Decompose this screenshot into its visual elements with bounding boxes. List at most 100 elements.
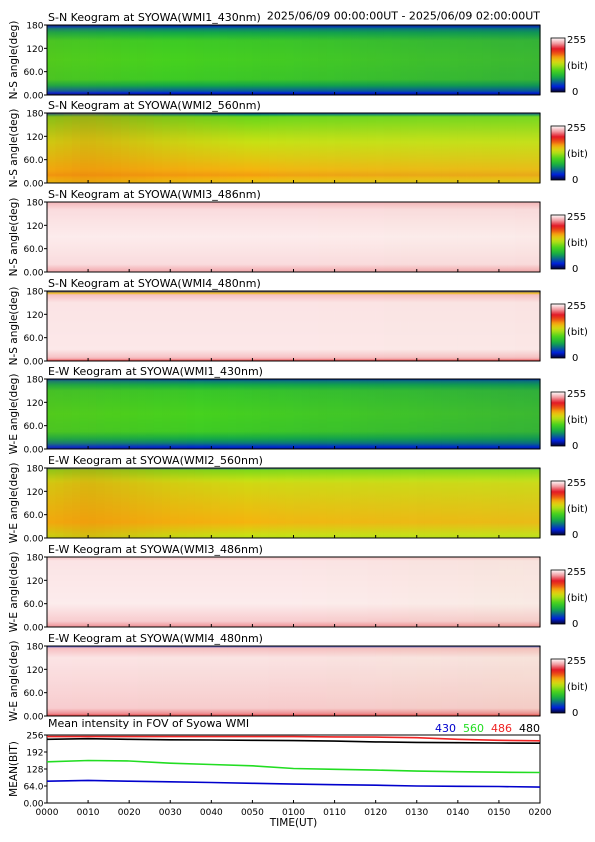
heatmap-column [153, 202, 163, 272]
heatmap-column-shade [244, 646, 253, 716]
heatmap-column [482, 202, 492, 272]
heatmap-column-shade [351, 468, 360, 538]
heatmap-column-shade [334, 379, 344, 449]
heatmap-column-shade [466, 291, 475, 361]
heatmap-column-shade [416, 113, 426, 183]
heatmap-column-shade [302, 291, 311, 361]
heatmap-column-shade [466, 25, 475, 95]
colorbar-unit-label: (bit) [567, 149, 588, 160]
x-tick-label: 0100 [282, 808, 305, 818]
heatmap-column-shade [309, 25, 319, 95]
heatmap-column [145, 113, 155, 183]
heatmap-column [359, 113, 369, 183]
heatmap-column [449, 468, 459, 538]
heatmap-column [277, 25, 286, 95]
heatmap-column-shade [400, 646, 409, 716]
heatmap-column-shade [79, 468, 89, 538]
heatmap-column [277, 113, 286, 183]
heatmap-column [260, 291, 270, 361]
heatmap-column [252, 646, 262, 716]
heatmap-column-shade [425, 557, 434, 627]
heatmap-column-shade [376, 646, 385, 716]
y-tick-label: 0.00 [23, 269, 43, 279]
keogram-panel-1: S-N Keogram at SYOWA(WMI1_430nm) 180 120 60… [8, 11, 588, 102]
heatmap-column [88, 202, 97, 272]
heatmap-column-shade [441, 113, 451, 183]
x-tick-label: 0200 [529, 808, 552, 818]
heatmap-column [285, 25, 295, 95]
heatmap-column [466, 379, 475, 449]
heatmap-column-shade [342, 468, 352, 538]
y-tick-label: 0.00 [23, 446, 43, 456]
heatmap-column-shade [335, 291, 344, 361]
heatmap-column [162, 468, 171, 538]
heatmap-column-shade [309, 113, 319, 183]
heatmap-column-shade [137, 25, 146, 95]
heatmap-column [424, 113, 434, 183]
heatmap-column-shade [515, 202, 524, 272]
heatmap-column-shade [392, 557, 401, 627]
heatmap-column [104, 202, 114, 272]
heatmap-column-shade [129, 25, 138, 95]
heatmap-column [416, 646, 426, 716]
x-tick-label: 0130 [405, 808, 428, 818]
heatmap-column [359, 646, 369, 716]
heatmap-column [79, 557, 89, 627]
heatmap-column [367, 646, 377, 716]
panel-title: E-W Keogram at SYOWA(WMI1_430nm) [48, 365, 263, 378]
heatmap-column [88, 557, 97, 627]
heatmap-column [416, 113, 426, 183]
heatmap-column-shade [310, 557, 319, 627]
y-tick-label: 120 [26, 45, 43, 55]
heatmap-column [309, 379, 319, 449]
heatmap-column [326, 557, 336, 627]
heatmap-column [375, 468, 385, 538]
heatmap-column [482, 468, 492, 538]
panel-title: S-N Keogram at SYOWA(WMI2_560nm) [48, 99, 261, 112]
heatmap-column-shade [449, 113, 459, 183]
heatmap-column [474, 291, 484, 361]
heatmap-column-shade [104, 25, 114, 95]
heatmap-column-shade [343, 557, 352, 627]
heatmap-column [235, 646, 245, 716]
heatmap-column [170, 379, 180, 449]
y-tick-label: 120 [26, 311, 43, 321]
heatmap-column [507, 468, 516, 538]
heatmap-column-shade [309, 379, 319, 449]
heatmap-column-shade [203, 468, 212, 538]
heatmap-column-shade [71, 25, 81, 95]
heatmap-column-shade [359, 25, 369, 95]
heatmap-column [482, 25, 492, 95]
heatmap-column [351, 468, 360, 538]
heatmap-column-shade [507, 379, 516, 449]
heatmap-column-shade [334, 25, 344, 95]
heatmap-column-shade [55, 113, 65, 183]
heatmap-column-shade [482, 646, 492, 716]
heatmap-column [466, 646, 475, 716]
heatmap-column-shade [433, 202, 442, 272]
colorbar [550, 658, 566, 714]
heatmap-column [466, 25, 475, 95]
y-tick-label: 60.0 [23, 422, 43, 432]
heatmap-column [153, 646, 163, 716]
heatmap-column [252, 291, 262, 361]
heatmap-column-shade [383, 25, 393, 95]
heatmap-column-shade [359, 291, 368, 361]
colorbar-min-label: 0 [572, 175, 578, 186]
heatmap-column-shade [342, 379, 352, 449]
heatmap-column [227, 291, 237, 361]
heatmap-column [227, 202, 237, 272]
heatmap-column [96, 202, 106, 272]
heatmap-column [293, 557, 303, 627]
heatmap-column-shade [302, 557, 311, 627]
heatmap-column [178, 25, 188, 95]
heatmap-column-shade [490, 468, 500, 538]
heatmap-column [342, 468, 352, 538]
heatmap-column [466, 113, 475, 183]
heatmap-column [351, 113, 360, 183]
colorbar-max-label: 255 [567, 123, 586, 134]
heatmap-column [334, 25, 344, 95]
heatmap-column [457, 379, 467, 449]
panel-title: E-W Keogram at SYOWA(WMI4_480nm) [48, 632, 263, 645]
